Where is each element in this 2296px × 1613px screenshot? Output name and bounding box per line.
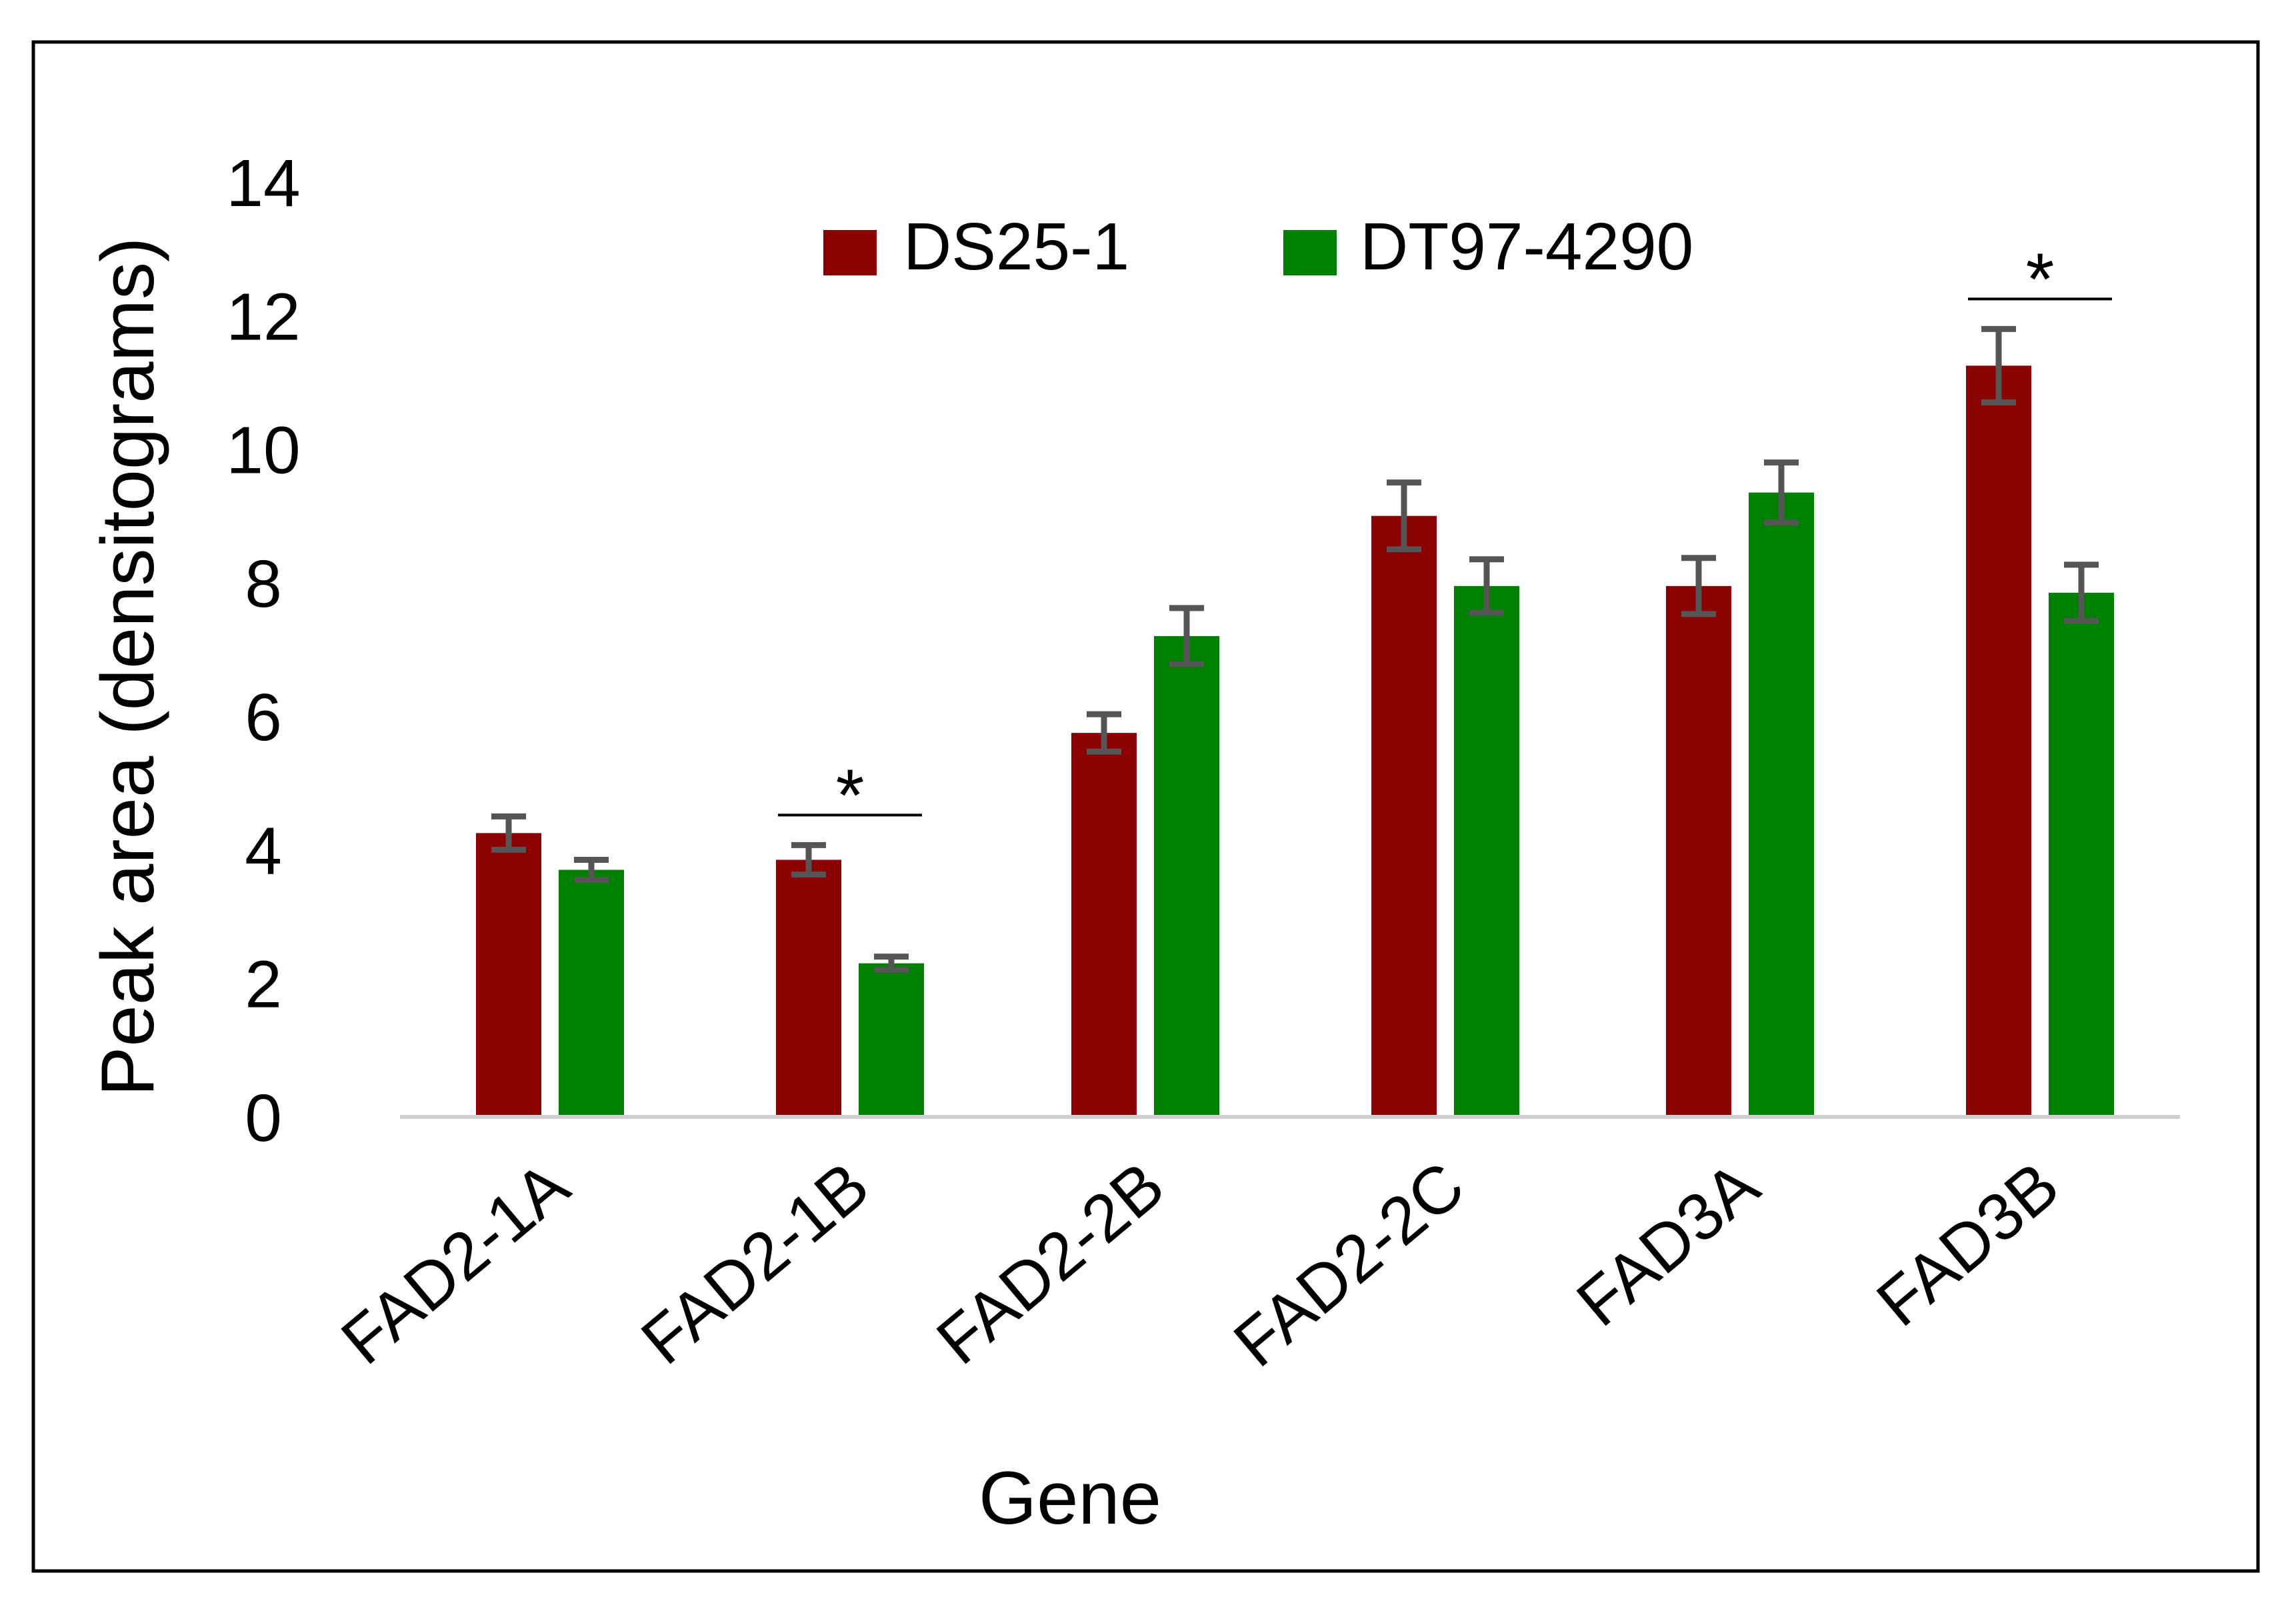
chart-border (31, 40, 2260, 1573)
bar-dt97-4290-fad2-2b (1154, 635, 1219, 1117)
error-bar-ds25-1-fad2-2b (1087, 711, 1121, 755)
error-bar-dt97-4290-fad2-2b (1169, 605, 1204, 667)
y-tick-label: 14 (226, 146, 300, 221)
error-bar-ds25-1-fad2-2c (1387, 479, 1421, 553)
y-tick-label: 4 (245, 814, 282, 888)
bar-ds25-1-fad2-2c (1371, 515, 1437, 1117)
error-bars-layer (491, 325, 2099, 974)
significance-layer: ** (778, 238, 2112, 836)
error-bar-ds25-1-fad3a (1681, 555, 1716, 617)
y-tick-label: 0 (245, 1081, 282, 1156)
y-tick-label: 8 (245, 547, 282, 621)
y-tick-label: 12 (226, 279, 300, 354)
error-bar-dt97-4290-fad2-1a (574, 856, 609, 883)
error-bar-dt97-4290-fad3b (2064, 561, 2099, 624)
y-axis-label: Peak area (densitograms) (86, 237, 169, 1097)
y-tick-label: 2 (245, 948, 282, 1022)
bar-ds25-1-fad2-1b (776, 860, 841, 1117)
y-tick-label: 10 (226, 413, 300, 488)
legend: DS25-1 DT97-4290 (823, 209, 1693, 284)
error-bar-dt97-4290-fad3a (1764, 459, 1799, 526)
bar-dt97-4290-fad2-1b (859, 963, 924, 1117)
y-tick-label: 6 (245, 680, 282, 755)
legend-label-dt97-4290: DT97-4290 (1360, 209, 1693, 284)
legend-swatch-ds25-1 (823, 230, 877, 275)
bar-dt97-4290-fad2-1a (559, 870, 624, 1117)
error-bar-dt97-4290-fad2-2c (1469, 556, 1504, 616)
error-bar-dt97-4290-fad2-1b (874, 954, 909, 974)
error-bar-ds25-1-fad2-1a (491, 813, 526, 853)
legend-swatch-dt97-4290 (1283, 230, 1337, 275)
error-bar-ds25-1-fad2-1b (791, 842, 826, 878)
bar-ds25-1-fad2-1a (476, 833, 541, 1117)
legend-label-ds25-1: DS25-1 (903, 209, 1129, 284)
significance-star-fad3b: * (2026, 238, 2055, 320)
bar-ds25-1-fad3a (1666, 585, 1731, 1117)
bar-ds25-1-fad3b (1966, 365, 2031, 1118)
bar-dt97-4290-fad3a (1749, 492, 1814, 1117)
significance-star-fad2-1b: * (836, 754, 865, 836)
x-axis-label: Gene (979, 1456, 1161, 1540)
y-axis-ticks: 0 2 4 6 8 10 12 14 (226, 146, 300, 1156)
bar-ds25-1-fad2-2b (1071, 733, 1137, 1117)
bar-dt97-4290-fad2-2c (1454, 585, 1519, 1117)
bars-layer (476, 365, 2114, 1118)
bar-dt97-4290-fad3b (2049, 592, 2114, 1117)
error-bar-ds25-1-fad3b (1981, 325, 2016, 405)
